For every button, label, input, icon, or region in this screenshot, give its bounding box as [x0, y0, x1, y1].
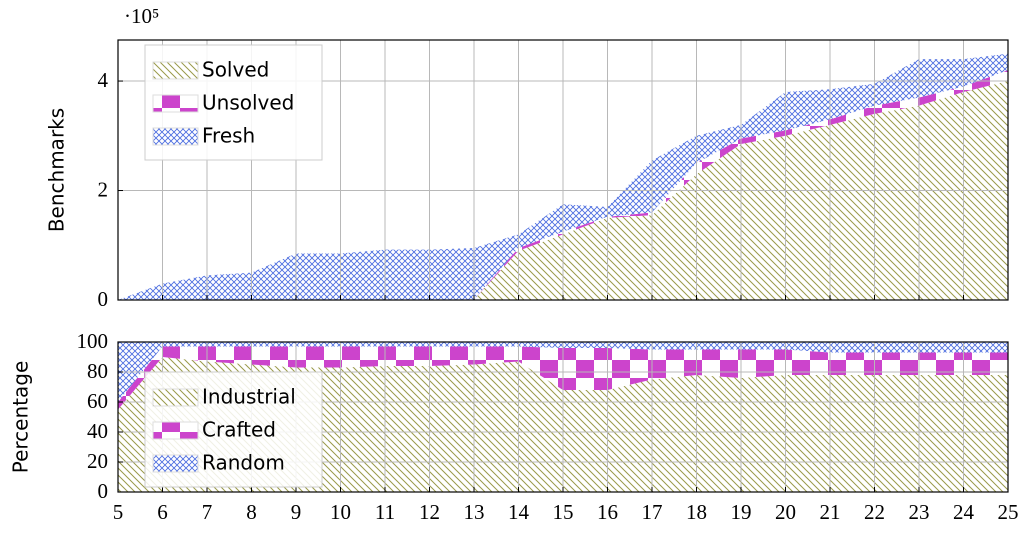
legend-label: Unsolved: [202, 91, 294, 115]
x-tick-label: 21: [820, 500, 841, 524]
legend-label: Solved: [202, 58, 269, 82]
x-tick-label: 20: [775, 500, 796, 524]
x-tick-label: 11: [375, 500, 395, 524]
x-tick-label: 12: [419, 500, 440, 524]
legend-label: Industrial: [202, 385, 296, 409]
x-tick-label: 14: [508, 500, 530, 524]
y-tick-label: 0: [98, 287, 109, 311]
x-tick-label: 22: [864, 500, 885, 524]
legend-label: Crafted: [202, 418, 276, 442]
y-tick-label: 2: [98, 177, 109, 201]
legend-swatch: [152, 94, 199, 113]
offset-label: ·10⁵: [124, 4, 159, 28]
y-tick-label: 100: [77, 329, 109, 353]
x-tick-label: 7: [202, 500, 213, 524]
x-tick-label: 17: [642, 500, 663, 524]
legend-swatch: [152, 127, 199, 146]
y-tick-label: 20: [87, 449, 108, 473]
y-axis-label: Percentage: [9, 361, 33, 474]
y-tick-label: 4: [98, 68, 109, 92]
legend-swatch: [152, 454, 199, 473]
x-tick-label: 24: [953, 500, 975, 524]
y-tick-label: 60: [87, 389, 108, 413]
x-tick-label: 15: [553, 500, 574, 524]
y-axis-label: Benchmarks: [45, 108, 69, 232]
legend-swatch: [152, 61, 199, 80]
y-tick-label: 80: [87, 359, 108, 383]
x-tick-label: 10: [330, 500, 351, 524]
legend-label: Random: [202, 451, 285, 475]
x-tick-label: 18: [686, 500, 707, 524]
x-tick-label: 9: [291, 500, 302, 524]
legend-swatch: [152, 421, 199, 440]
x-tick-label: 6: [157, 500, 168, 524]
x-tick-label: 8: [246, 500, 257, 524]
y-tick-label: 40: [87, 419, 108, 443]
legend-swatch: [152, 388, 199, 407]
x-tick-label: 13: [464, 500, 485, 524]
legend-label: Fresh: [202, 124, 255, 148]
x-tick-label: 19: [731, 500, 752, 524]
x-tick-label: 5: [113, 500, 124, 524]
x-tick-label: 16: [597, 500, 618, 524]
x-tick-label: 23: [909, 500, 930, 524]
y-tick-label: 0: [98, 479, 109, 503]
x-tick-label: 25: [998, 500, 1019, 524]
